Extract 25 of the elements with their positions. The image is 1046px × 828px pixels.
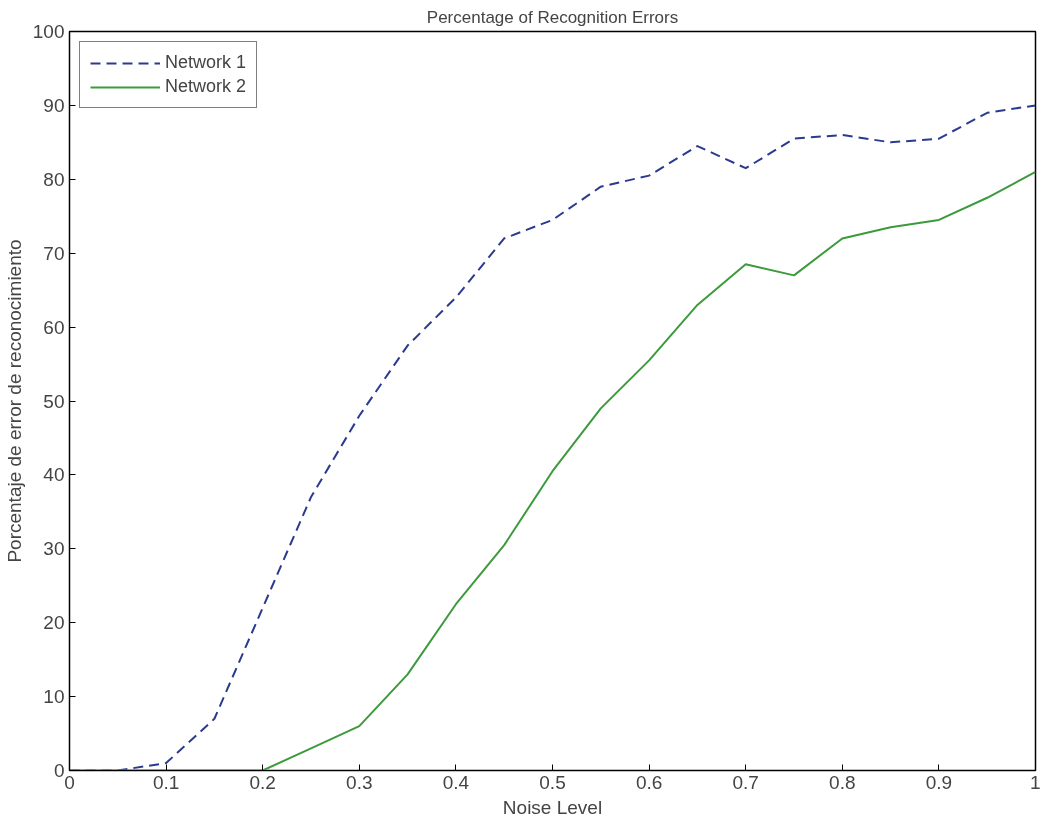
y-axis-title: Porcentaje de error de reconocimiento xyxy=(3,239,25,563)
y-tick-label: 100 xyxy=(32,21,65,42)
y-tick-label: 90 xyxy=(43,94,65,116)
legend-label: Network 1 xyxy=(165,52,247,73)
x-tick-label: 0.8 xyxy=(829,771,856,793)
y-tick-label: 50 xyxy=(43,390,65,412)
y-tick-label: 60 xyxy=(43,316,65,338)
x-tick-label: 0.3 xyxy=(346,771,373,793)
x-axis-title: Noise Level xyxy=(502,796,603,818)
y-tick-label: 30 xyxy=(43,538,65,560)
x-tick-label: 0.1 xyxy=(152,771,180,793)
y-tick-label: 80 xyxy=(43,168,65,190)
x-tick-label: 0.2 xyxy=(249,771,276,793)
x-tick-label: 0.6 xyxy=(635,771,663,793)
x-tick-label: 0.7 xyxy=(732,771,759,793)
y-tick-label: 20 xyxy=(43,612,65,634)
chart-title: Percentage of Recognition Errors xyxy=(426,7,679,27)
x-tick-label: 0.5 xyxy=(539,771,566,793)
legend-label: Network 2 xyxy=(165,76,247,97)
x-tick-label: 0.9 xyxy=(925,771,953,793)
y-tick-label: 70 xyxy=(43,242,65,264)
y-tick-label: 10 xyxy=(43,686,65,708)
y-tick-label: 40 xyxy=(43,464,65,486)
x-tick-label: 0.4 xyxy=(442,771,470,793)
x-tick-label: 1 xyxy=(1029,771,1041,793)
